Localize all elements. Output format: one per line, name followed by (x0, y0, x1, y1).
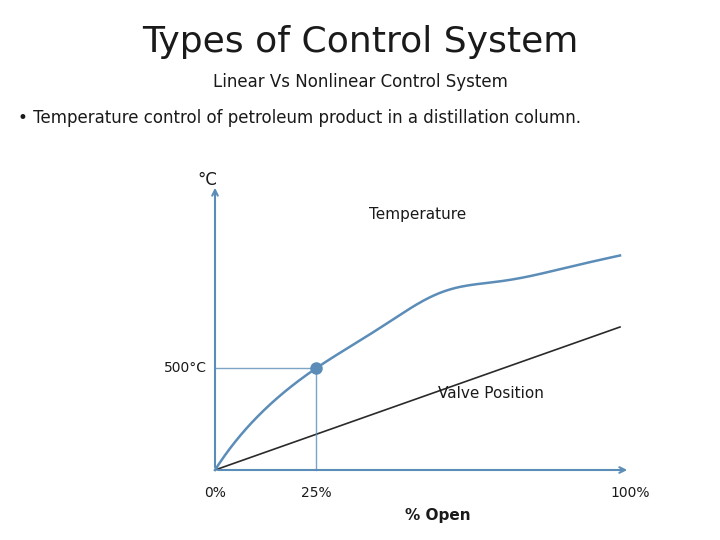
Text: 0%: 0% (204, 486, 226, 500)
Text: 100%: 100% (611, 486, 649, 500)
Text: °C: °C (197, 171, 217, 189)
Text: Types of Control System: Types of Control System (142, 25, 578, 59)
Text: Linear Vs Nonlinear Control System: Linear Vs Nonlinear Control System (212, 73, 508, 91)
Text: 25%: 25% (301, 486, 332, 500)
Text: % Open: % Open (405, 508, 470, 523)
Text: Valve Position: Valve Position (438, 386, 544, 401)
Text: Temperature: Temperature (369, 207, 466, 222)
Text: • Temperature control of petroleum product in a distillation column.: • Temperature control of petroleum produ… (18, 109, 581, 127)
Text: 500°C: 500°C (164, 361, 207, 375)
